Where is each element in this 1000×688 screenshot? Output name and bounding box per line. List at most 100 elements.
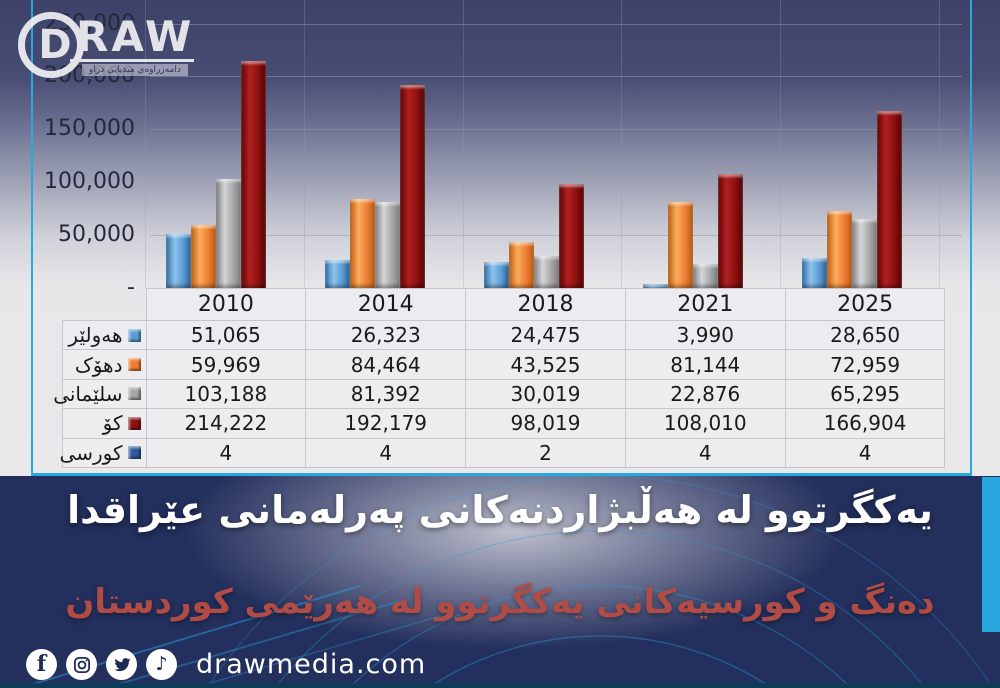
table-row: هەولێر 51,065 26,323 24,475 3,990 28,650 bbox=[62, 319, 946, 351]
row-label: کۆ bbox=[62, 408, 147, 439]
row-label-inner: کۆ bbox=[63, 411, 146, 435]
bar-group-2018 bbox=[484, 0, 584, 288]
background-glow bbox=[50, 476, 980, 688]
value-cell: 103,188 bbox=[145, 378, 307, 410]
bar-2021-series-2 bbox=[692, 264, 718, 288]
column-separator bbox=[939, 0, 940, 288]
value-cell: 28,650 bbox=[784, 319, 946, 351]
bar-2021-series-0 bbox=[642, 284, 668, 288]
title-line-1: یەکگرتوو لە هەڵبژاردنەکانی پەرلەمانی عێر… bbox=[67, 488, 933, 532]
value-cell: 72,959 bbox=[784, 349, 946, 380]
facebook-icon[interactable]: f bbox=[26, 649, 57, 680]
series-name: دهۆک bbox=[74, 352, 123, 377]
table-row: دهۆک 59,969 84,464 43,525 81,144 72,959 bbox=[62, 349, 946, 380]
row-label: کورسی bbox=[59, 437, 147, 468]
value-cell: 166,904 bbox=[784, 408, 946, 439]
legend-key-icon bbox=[127, 387, 141, 401]
tiktok-icon[interactable]: ♪ bbox=[146, 649, 177, 680]
legend-key-icon bbox=[127, 416, 141, 430]
legend-key-icon bbox=[127, 328, 141, 342]
value-cell: 4 bbox=[305, 437, 467, 468]
accent-bar bbox=[982, 477, 1000, 632]
row-label: هەولێر bbox=[62, 319, 147, 351]
bar-2018-series-3 bbox=[559, 184, 584, 288]
bar-2014-series-1 bbox=[350, 199, 376, 288]
draw-logo-circle-icon: D bbox=[18, 12, 84, 78]
value-cell: 81,392 bbox=[305, 378, 467, 410]
bar-2025-series-1 bbox=[826, 211, 852, 288]
data-table: 2010 2014 2018 2021 2025 هەولێر 51,065 26,323 24… bbox=[53, 288, 946, 468]
series-name: هەولێر bbox=[68, 323, 123, 348]
gridline bbox=[150, 129, 962, 131]
row-label: دهۆک bbox=[62, 349, 147, 380]
draw-logo-tagline: دامەزراوەی میدیایی دراو bbox=[82, 64, 188, 76]
draw-logo: D RAW دامەزراوەی میدیایی دراو bbox=[14, 6, 214, 90]
row-label-inner: هەولێر bbox=[63, 323, 146, 347]
value-cell: 24,475 bbox=[465, 319, 626, 351]
y-axis-label: 100,000 bbox=[44, 169, 135, 195]
series-name: کۆ bbox=[102, 411, 123, 436]
legend-key-icon bbox=[127, 358, 141, 372]
row-label: سلێمانی bbox=[53, 378, 147, 410]
column-separator bbox=[145, 0, 146, 288]
website-link[interactable]: drawmedia.com bbox=[196, 649, 427, 680]
value-cell: 2 bbox=[465, 437, 626, 468]
bar-group-2021 bbox=[642, 0, 743, 288]
column-separator bbox=[621, 0, 623, 288]
row-label-inner: سلێمانی bbox=[53, 382, 146, 406]
bar-group-2025 bbox=[801, 0, 902, 288]
column-separator bbox=[303, 0, 305, 288]
value-cell: 59,969 bbox=[145, 349, 307, 380]
value-cell: 22,876 bbox=[624, 378, 786, 410]
y-axis-label: 150,000 bbox=[44, 116, 135, 142]
value-cell: 51,065 bbox=[145, 319, 307, 351]
row-label-inner: دهۆک bbox=[63, 353, 146, 377]
bar-2010-series-1 bbox=[191, 225, 217, 288]
bar-2021-series-1 bbox=[667, 202, 693, 288]
bottom-strip bbox=[0, 683, 1000, 688]
gridline bbox=[150, 76, 962, 78]
title-line-2: دەنگ و کورسیەکانی یەکگرتوو لە هەرێمی کور… bbox=[65, 582, 935, 622]
value-cell: 214,222 bbox=[145, 408, 307, 439]
gridline bbox=[150, 182, 962, 184]
bar-2010-series-3 bbox=[241, 61, 267, 288]
instagram-icon[interactable] bbox=[66, 649, 97, 680]
series-name: سلێمانی bbox=[53, 381, 123, 406]
bar-2010-series-0 bbox=[166, 234, 192, 288]
value-cell: 26,323 bbox=[305, 319, 467, 351]
table-corner-cell bbox=[63, 289, 147, 321]
row-label-inner: کورسی bbox=[59, 440, 146, 465]
y-axis-label: - bbox=[127, 275, 135, 300]
value-cell: 108,010 bbox=[624, 408, 786, 439]
column-separator bbox=[462, 0, 464, 288]
column-separator bbox=[780, 0, 782, 288]
bar-group-2010 bbox=[166, 0, 267, 288]
bar-2014-series-3 bbox=[400, 85, 426, 288]
value-cell: 30,019 bbox=[465, 378, 626, 410]
y-axis-label: 50,000 bbox=[58, 222, 135, 248]
footer: f ♪ drawmedia.com bbox=[26, 649, 426, 680]
bar-2010-series-2 bbox=[216, 179, 242, 288]
legend-key-icon bbox=[127, 446, 141, 460]
bar-2018-series-0 bbox=[484, 262, 509, 288]
year-header: 2010 bbox=[145, 288, 307, 321]
bar-2025-series-0 bbox=[801, 258, 827, 288]
bar-2025-series-2 bbox=[851, 219, 877, 288]
bar-group-2014 bbox=[325, 0, 426, 288]
draw-logo-wordmark: RAW bbox=[76, 12, 195, 61]
year-header: 2021 bbox=[624, 288, 786, 321]
table-row: کورسی 4 4 2 4 4 bbox=[59, 437, 946, 468]
table-row: کۆ 214,222 192,179 98,019 108,010 166,904 bbox=[62, 408, 946, 439]
value-cell: 4 bbox=[784, 437, 946, 468]
twitter-icon[interactable] bbox=[106, 649, 137, 680]
draw-logo-rule bbox=[70, 59, 194, 62]
table-header-row: 2010 2014 2018 2021 2025 bbox=[63, 288, 946, 321]
bar-2014-series-0 bbox=[325, 260, 351, 288]
value-cell: 65,295 bbox=[784, 378, 946, 410]
caption-section: یەکگرتوو لە هەڵبژاردنەکانی پەرلەمانی عێر… bbox=[0, 476, 1000, 688]
bar-2014-series-2 bbox=[375, 202, 401, 288]
series-name: کورسی bbox=[59, 440, 123, 465]
